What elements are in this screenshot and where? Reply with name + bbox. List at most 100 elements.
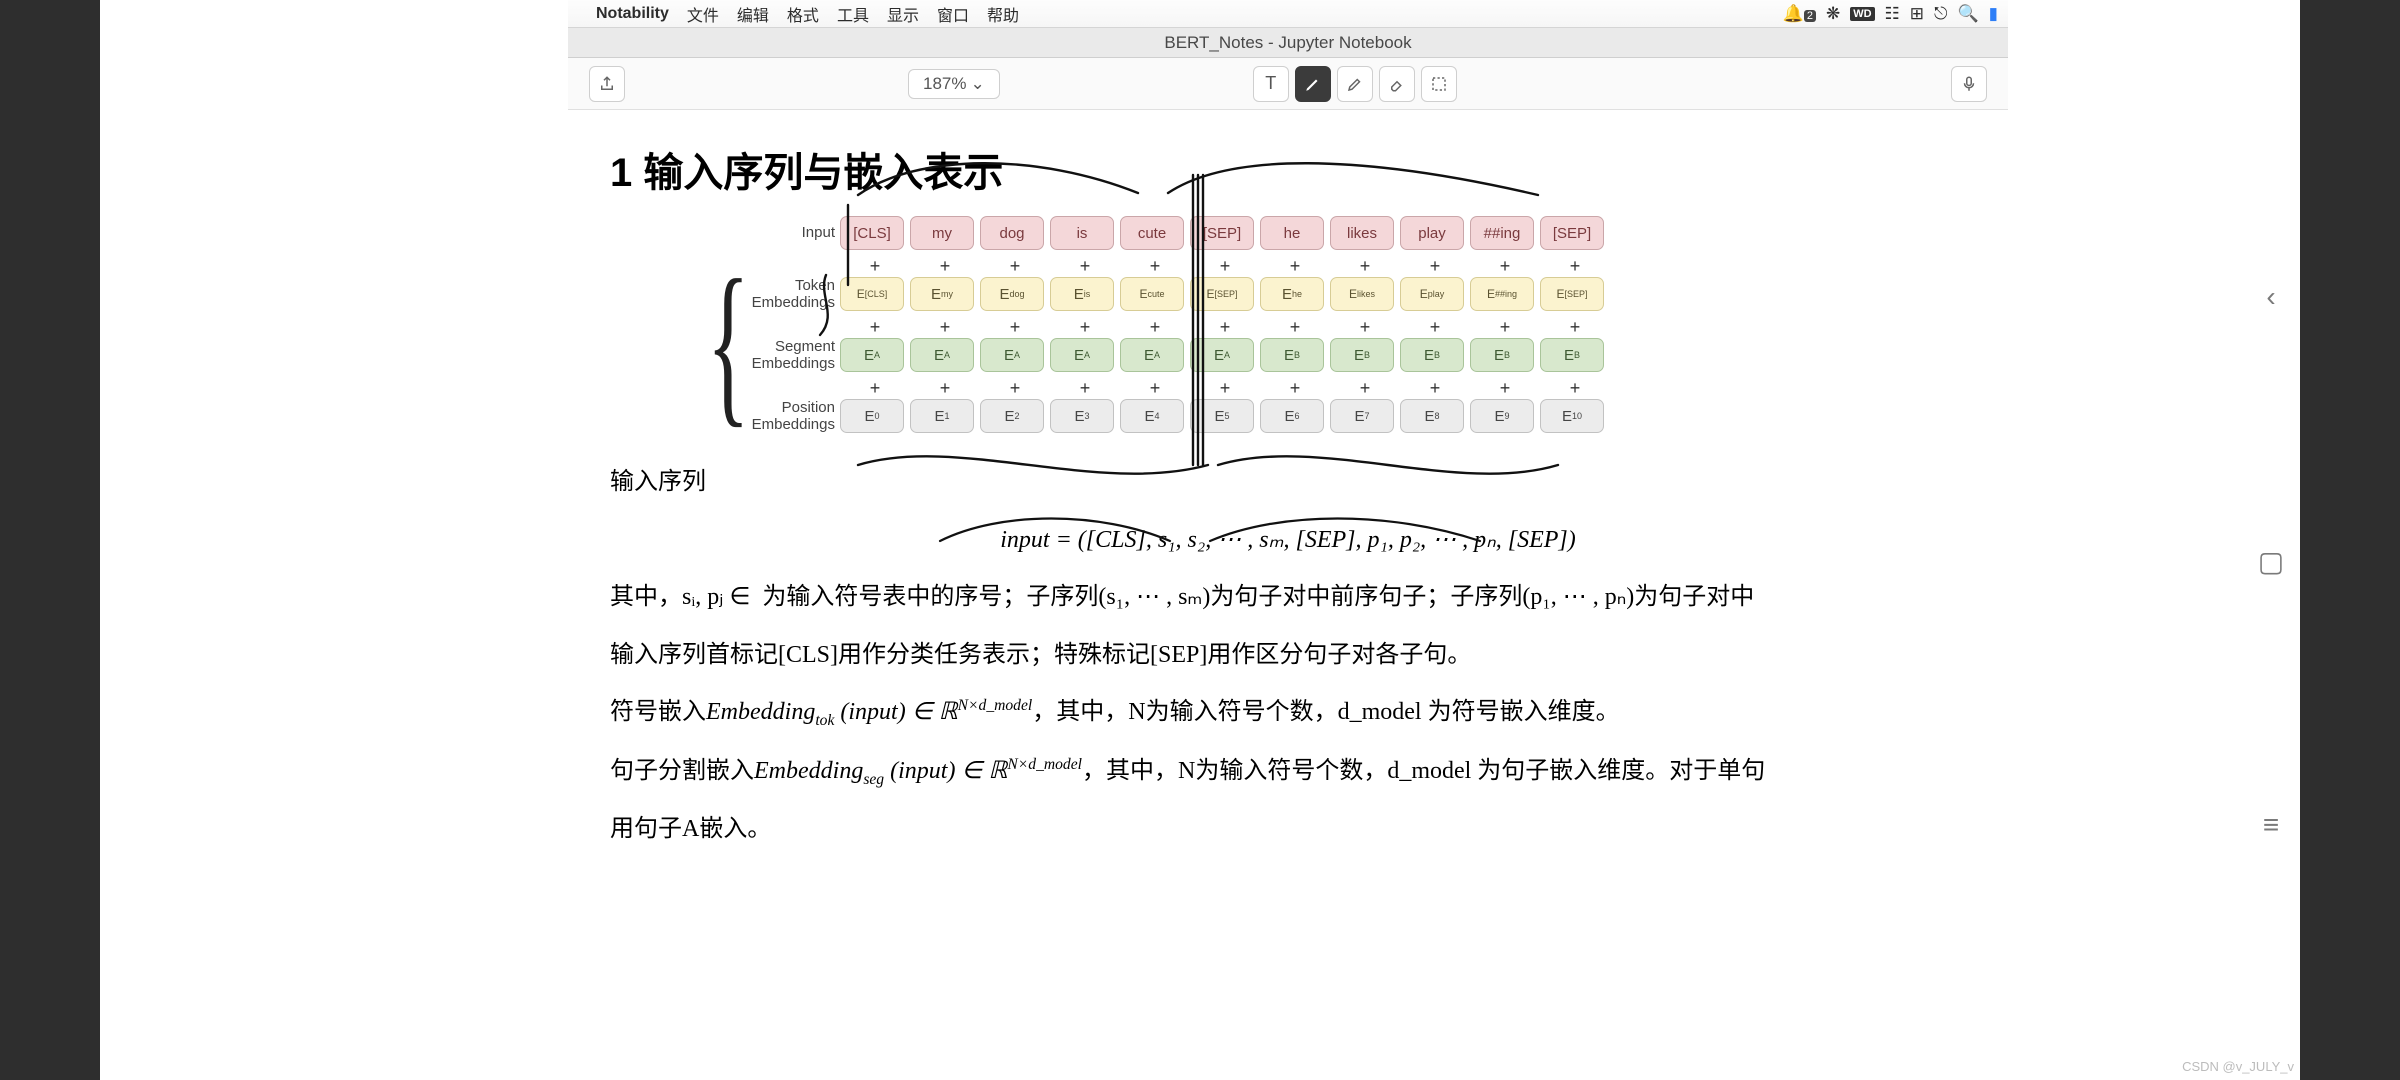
embedding-cell: EA xyxy=(1120,338,1184,372)
embedding-cell: [SEP] xyxy=(1540,216,1604,250)
embedding-cell: E[SEP] xyxy=(1190,277,1254,311)
eraser-tool[interactable] xyxy=(1379,66,1415,102)
wd-icon[interactable]: WD xyxy=(1850,7,1874,21)
share-icon[interactable] xyxy=(589,66,625,102)
evernote-icon[interactable]: ❋ xyxy=(1826,4,1840,24)
embedding-cell: EB xyxy=(1540,338,1604,372)
embedding-cell: Eis xyxy=(1050,277,1114,311)
search-icon[interactable]: 🔍 xyxy=(1957,4,1978,24)
embedding-cell: E0 xyxy=(840,399,904,433)
plus-row: +++++++++++ xyxy=(840,317,1966,338)
embedding-cell: EB xyxy=(1470,338,1534,372)
menubar-app[interactable]: Notability xyxy=(596,5,669,23)
menu-icon[interactable]: ≡ xyxy=(2254,808,2288,842)
row-label-position: PositionEmbeddings xyxy=(730,399,835,434)
embedding-cell: play xyxy=(1400,216,1464,250)
embedding-row-token: TokenEmbeddingsE[CLS]EmyEdogEisEcuteE[SE… xyxy=(840,277,1966,311)
embedding-cell: EA xyxy=(1050,338,1114,372)
embedding-cell: likes xyxy=(1330,216,1394,250)
grid-icon[interactable]: ⊞ xyxy=(1910,4,1924,24)
embedding-row-position: PositionEmbeddingsE0E1E2E3E4E5E6E7E8E9E1… xyxy=(840,399,1966,433)
microphone-icon[interactable] xyxy=(1951,66,1987,102)
embedding-cell: Ecute xyxy=(1120,277,1184,311)
embedding-cell: E3 xyxy=(1050,399,1114,433)
menu-file[interactable]: 文件 xyxy=(687,2,719,26)
pen-tool[interactable] xyxy=(1295,66,1331,102)
label-input-seq: 输入序列 xyxy=(610,469,706,495)
embedding-cell: is xyxy=(1050,216,1114,250)
embedding-cell: he xyxy=(1260,216,1324,250)
para-2: 其中，sᵢ, pⱼ ∈ 𝕅 为输入符号表中的序号；子序列(s₁, ⋯ , sₘ)… xyxy=(610,578,1966,618)
zoom-value: 187% xyxy=(923,74,966,94)
plus-row: +++++++++++ xyxy=(840,256,1966,277)
embedding-cell: E6 xyxy=(1260,399,1324,433)
selection-tool[interactable] xyxy=(1421,66,1457,102)
side-icon-group: ‹ ▢ ≡ xyxy=(2254,280,2288,842)
embedding-cell: [CLS] xyxy=(840,216,904,250)
highlighter-tool[interactable] xyxy=(1337,66,1373,102)
embedding-cell: EB xyxy=(1330,338,1394,372)
embedding-cell: E10 xyxy=(1540,399,1604,433)
bracket-icon[interactable]: ⎋ xyxy=(1934,4,1947,24)
chevron-down-icon: ⌄ xyxy=(970,74,984,94)
para-6: 用句子A嵌入。 xyxy=(610,810,1966,850)
menu-format[interactable]: 格式 xyxy=(787,2,819,26)
embedding-cell: EB xyxy=(1400,338,1464,372)
window-title: BERT_Notes - Jupyter Notebook xyxy=(1164,33,1411,53)
stack-icon[interactable]: ☷ xyxy=(1885,4,1900,24)
embedding-cell: E2 xyxy=(980,399,1044,433)
chevron-left-icon[interactable]: ‹ xyxy=(2254,280,2288,314)
embedding-cell: Eplay xyxy=(1400,277,1464,311)
embeddings-figure: { Input[CLS]mydogiscute[SEP]helikesplay#… xyxy=(840,216,1966,433)
embedding-cell: Emy xyxy=(910,277,974,311)
embedding-cell: EA xyxy=(1190,338,1254,372)
row-label-input: Input xyxy=(730,224,835,241)
embedding-row-input: Input[CLS]mydogiscute[SEP]helikesplay##i… xyxy=(840,216,1966,250)
embedding-cell: E5 xyxy=(1190,399,1254,433)
notification-icon[interactable]: 🔔2 xyxy=(1783,4,1816,24)
toolbar: 187% ⌄ T xyxy=(568,58,2008,110)
embedding-cell: ##ing xyxy=(1470,216,1534,250)
embedding-cell: [SEP] xyxy=(1190,216,1254,250)
embedding-cell: E##ing xyxy=(1470,277,1534,311)
embedding-cell: E8 xyxy=(1400,399,1464,433)
zoom-select[interactable]: 187% ⌄ xyxy=(908,69,1000,99)
embedding-cell: cute xyxy=(1120,216,1184,250)
plus-row: +++++++++++ xyxy=(840,378,1966,399)
window-titlebar: BERT_Notes - Jupyter Notebook xyxy=(568,28,2008,58)
embedding-cell: my xyxy=(910,216,974,250)
embedding-cell: dog xyxy=(980,216,1044,250)
body-text: 输入序列 input = ([CLS], s₁, s₂, ⋯ , sₘ, [SE… xyxy=(610,463,1966,850)
para-3: 输入序列首标记[CLS]用作分类任务表示；特殊标记[SEP]用作区分句子对各子句… xyxy=(610,636,1966,676)
embedding-cell: E7 xyxy=(1330,399,1394,433)
control-center-icon[interactable]: ▮ xyxy=(1989,4,1998,24)
embedding-cell: Elikes xyxy=(1330,277,1394,311)
embedding-cell: EB xyxy=(1260,338,1324,372)
menu-edit[interactable]: 编辑 xyxy=(737,2,769,26)
embedding-cell: EA xyxy=(840,338,904,372)
para-5: 句子分割嵌入Embeddingseg (input) ∈ ℝN×d_model，… xyxy=(610,752,1966,793)
menu-window[interactable]: 窗口 xyxy=(937,2,969,26)
square-icon[interactable]: ▢ xyxy=(2254,544,2288,578)
menu-tools[interactable]: 工具 xyxy=(837,2,869,26)
embedding-cell: EA xyxy=(980,338,1044,372)
embedding-cell: E1 xyxy=(910,399,974,433)
page-title: 1 输入序列与嵌入表示 xyxy=(610,140,1966,198)
watermark: CSDN @v_JULY_v xyxy=(2182,1059,2294,1074)
embedding-cell: EA xyxy=(910,338,974,372)
app-window: Notability 文件 编辑 格式 工具 显示 窗口 帮助 🔔2 ❋ WD … xyxy=(568,0,2008,1080)
menu-view[interactable]: 显示 xyxy=(887,2,919,26)
embedding-cell: E9 xyxy=(1470,399,1534,433)
embedding-row-segment: SegmentEmbeddingsEAEAEAEAEAEAEBEBEBEBEB xyxy=(840,338,1966,372)
text-tool[interactable]: T xyxy=(1253,66,1289,102)
note-canvas[interactable]: 1 输入序列与嵌入表示 { Input[CLS]mydogiscute[SEP]… xyxy=(568,110,2008,1080)
embedding-cell: E[SEP] xyxy=(1540,277,1604,311)
para-4: 符号嵌入Embeddingtok (input) ∈ ℝN×d_model，其中… xyxy=(610,693,1966,734)
embedding-cell: Edog xyxy=(980,277,1044,311)
embedding-cell: E4 xyxy=(1120,399,1184,433)
row-label-segment: SegmentEmbeddings xyxy=(730,338,835,373)
outer-frame: ‹ ▢ ≡ Notability 文件 编辑 格式 工具 显示 窗口 帮助 🔔2… xyxy=(100,0,2300,1080)
embedding-cell: E[CLS] xyxy=(840,277,904,311)
embedding-cell: Ehe xyxy=(1260,277,1324,311)
menu-help[interactable]: 帮助 xyxy=(987,2,1019,26)
